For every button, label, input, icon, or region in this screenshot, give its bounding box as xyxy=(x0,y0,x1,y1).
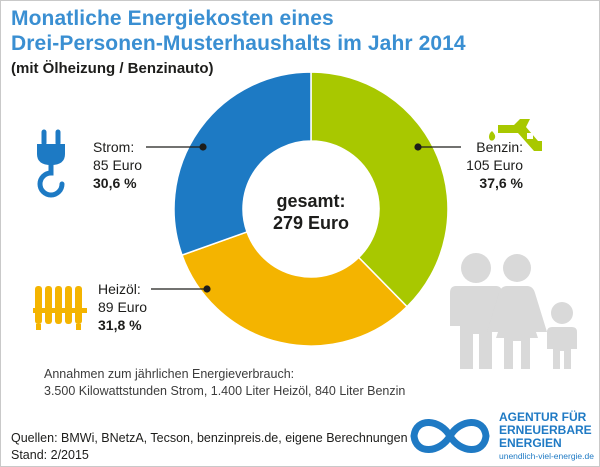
leader-dot-heizoel xyxy=(203,285,211,293)
logo-url: unendlich-viel-energie.de xyxy=(499,451,594,461)
leader-dot-strom xyxy=(199,143,207,151)
strom-name: Strom: xyxy=(93,139,135,155)
radiator-icon xyxy=(33,286,87,330)
plug-icon xyxy=(37,129,65,198)
assumptions-text: 3.500 Kilowattstunden Strom, 1.400 Liter… xyxy=(44,384,406,398)
chart-subtitle: (mit Ölheizung / Benzinauto) xyxy=(11,60,214,77)
family-icon xyxy=(450,253,577,369)
benzin-value: 105 Euro xyxy=(466,157,523,173)
sources-note: Quellen: BMWi, BNetzA, Tecson, benzinpre… xyxy=(11,431,408,445)
center-total-value: 279 Euro xyxy=(272,213,350,233)
infinity-logo-icon xyxy=(410,419,490,453)
donut-chart xyxy=(173,71,449,347)
heizoel-value: 89 Euro xyxy=(98,299,148,315)
strom-percent: 30,6 % xyxy=(93,175,137,191)
heizoel-percent: 31,8 % xyxy=(98,317,142,333)
donut-slice-1 xyxy=(181,230,409,347)
leader-dot-benzin xyxy=(414,143,422,151)
center-total-label: gesamt: xyxy=(276,191,346,211)
chart-title-line1: Monatliche Energiekosten eines xyxy=(11,7,334,30)
assumptions-heading: Annahmen zum jährlichen Energieverbrauch… xyxy=(44,367,295,381)
logo-line1: AGENTUR FÜR xyxy=(499,410,587,424)
fuel-nozzle-icon xyxy=(489,119,542,151)
agency-logo: AGENTUR FÜR ERNEUERBARE ENERGIEN unendli… xyxy=(408,409,594,463)
donut-slice-0 xyxy=(310,71,449,308)
donut-slice-2 xyxy=(173,71,312,257)
logo-line2: ERNEUERBARE xyxy=(499,423,592,437)
date-note: Stand: 2/2015 xyxy=(11,448,89,462)
logo-line3: ENERGIEN xyxy=(499,436,562,450)
benzin-name: Benzin: xyxy=(476,139,523,155)
strom-value: 85 Euro xyxy=(93,157,143,173)
chart-title-line2: Drei-Personen-Musterhaushalts im Jahr 20… xyxy=(11,32,466,55)
benzin-percent: 37,6 % xyxy=(479,175,523,191)
heizoel-name: Heizöl: xyxy=(98,281,141,297)
